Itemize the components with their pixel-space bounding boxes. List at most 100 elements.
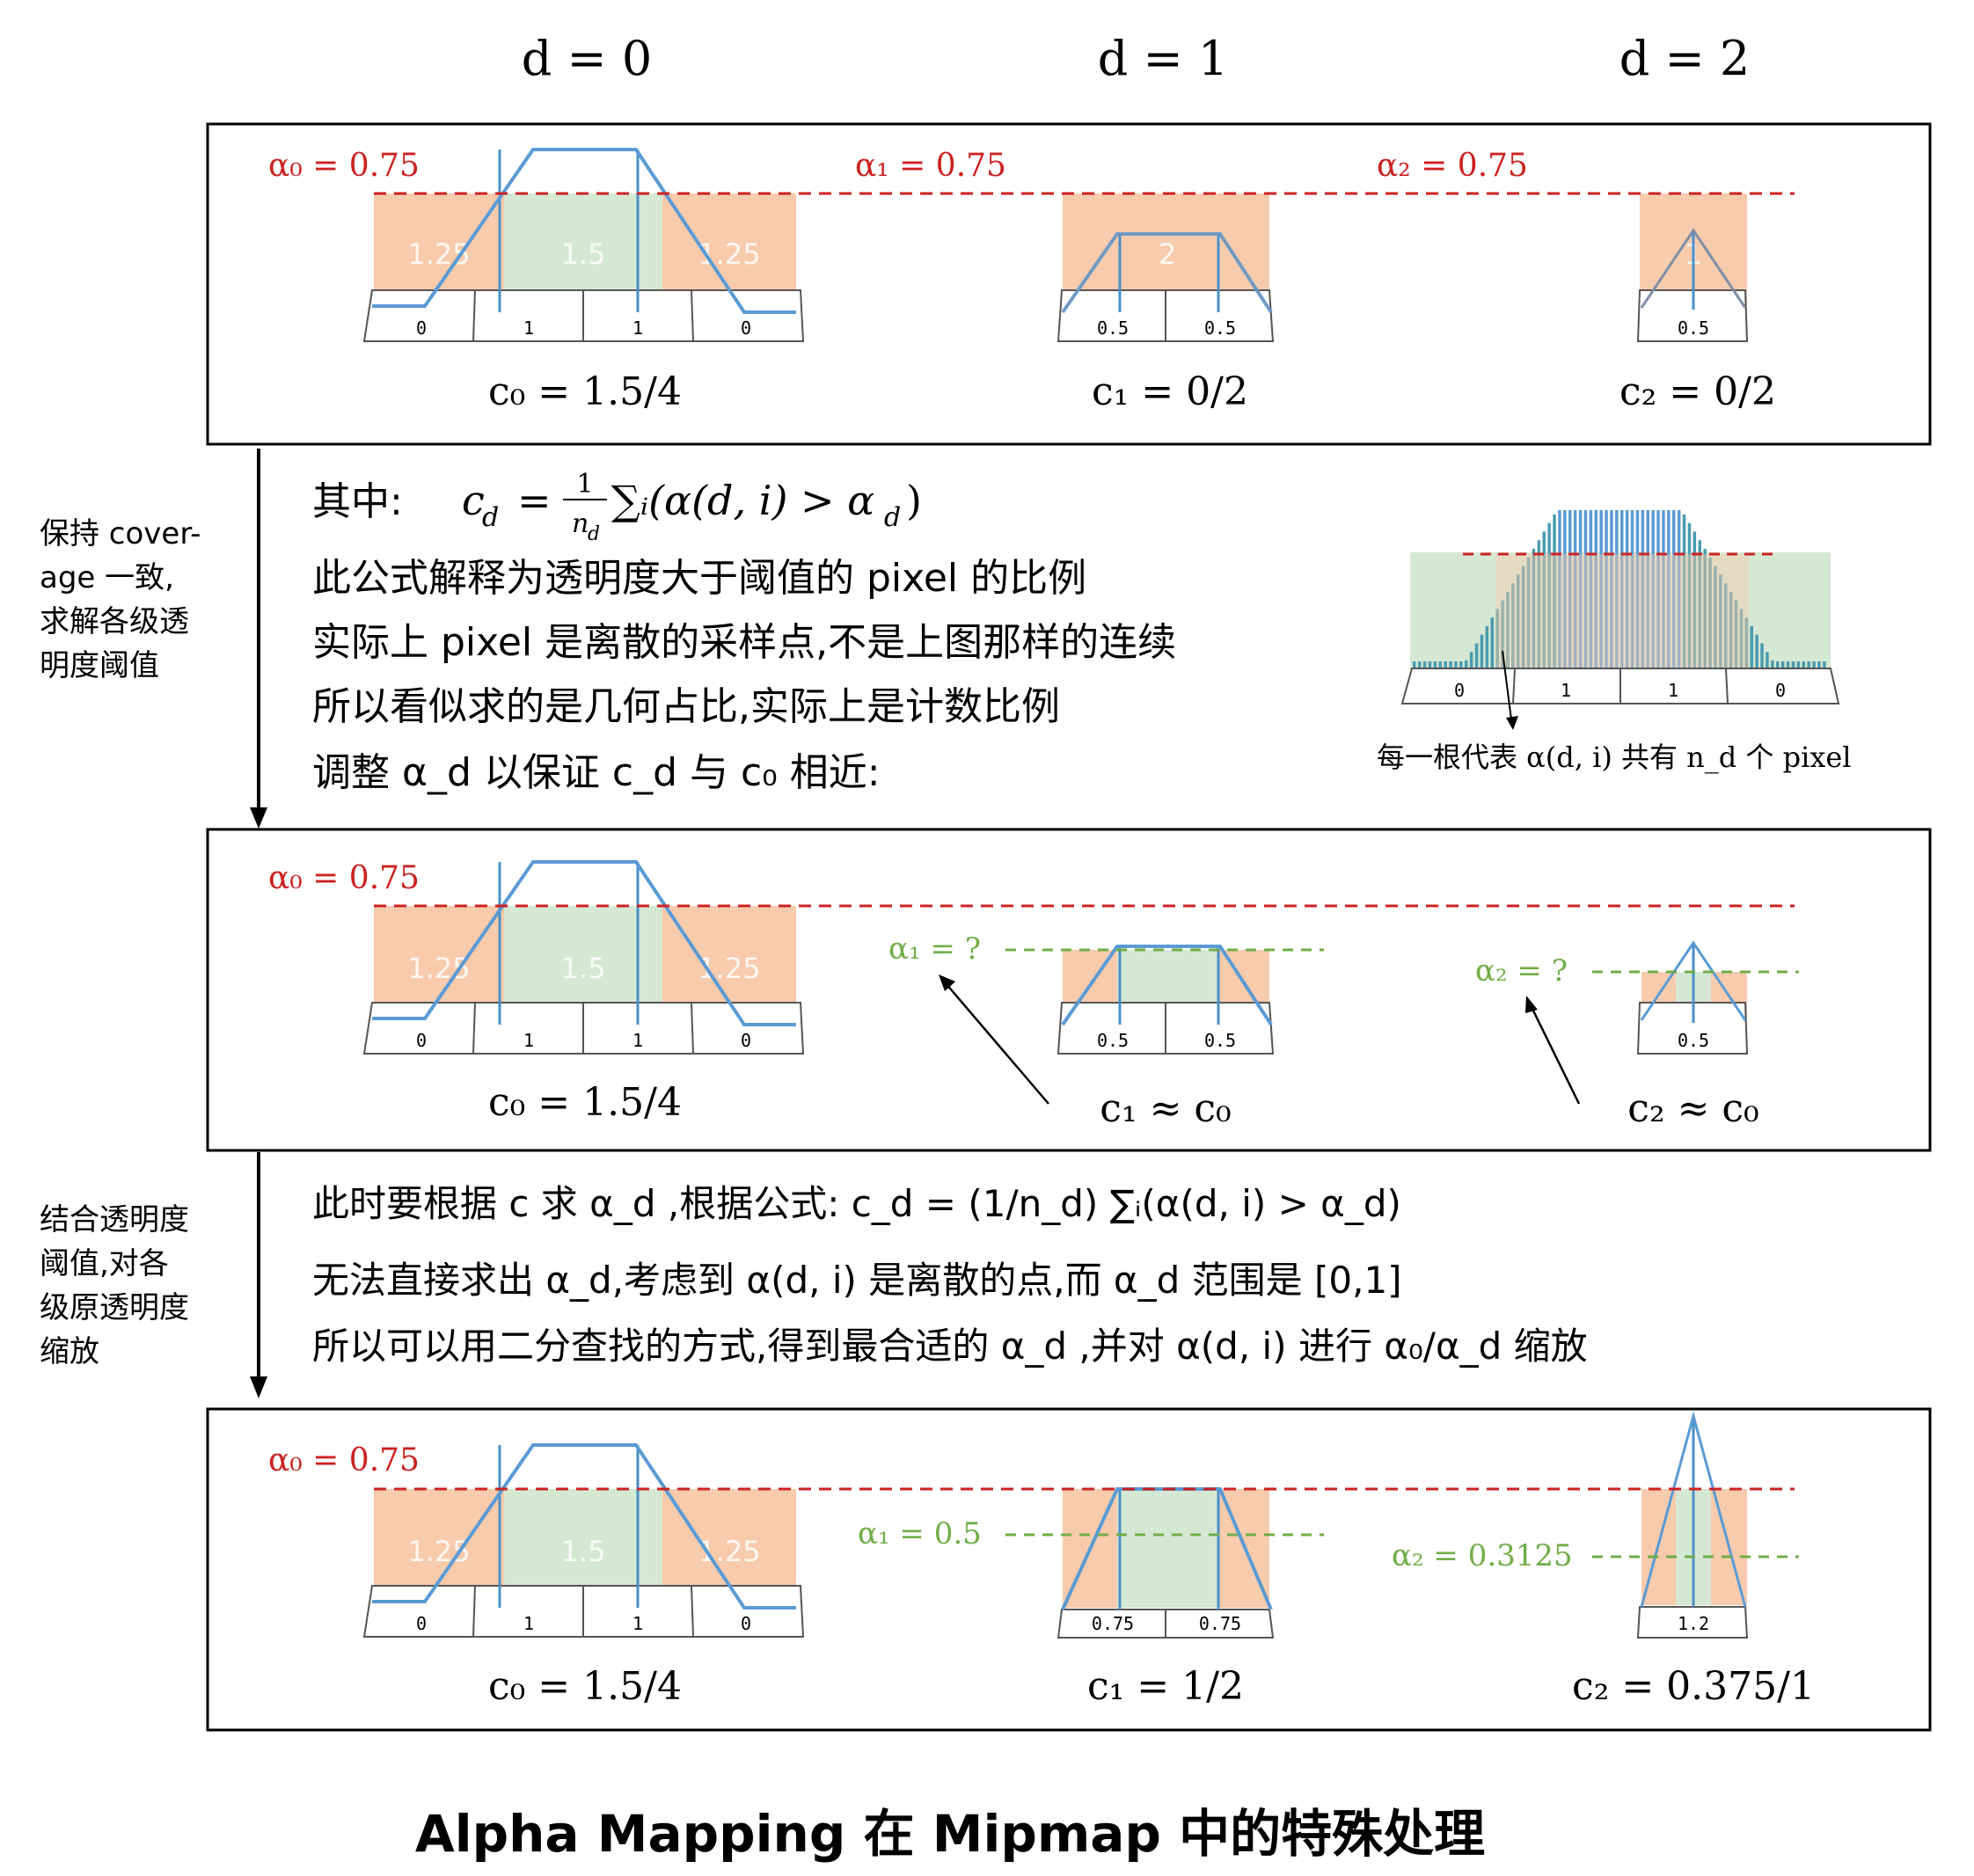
panel-1-d2: 1 0.5 <box>1636 193 1749 342</box>
pixel-bar <box>1413 661 1416 668</box>
pixel-bar <box>1802 661 1805 668</box>
cell-value: 0.5 <box>1204 1030 1236 1051</box>
pixel-bar <box>1558 510 1561 668</box>
pixel-bar <box>1667 510 1671 668</box>
cell-value: 1 <box>523 318 534 339</box>
explain-line: 所以看似求的是几何占比,实际上是计数比例 <box>312 684 1060 729</box>
pointer-arrow-head <box>939 974 955 991</box>
pixel-bar <box>1817 661 1821 668</box>
pixel-bar <box>1615 510 1619 668</box>
explain-line: 实际上 pixel 是离散的采样点,不是上图那样的连续 <box>312 620 1176 665</box>
cell-value: 0.75 <box>1092 1613 1134 1634</box>
cell-divider <box>691 289 694 342</box>
pixel-bar <box>1454 661 1458 668</box>
pixel-bar <box>1786 661 1790 668</box>
cell-value: 0.5 <box>1097 318 1129 339</box>
pixel-bar <box>1417 661 1422 668</box>
area-fill-green <box>1117 1489 1218 1608</box>
bars-caption: 每一根代表 α(d, i) 共有 n_d 个 pixel <box>1377 741 1852 774</box>
area-label: 2 <box>1159 237 1176 271</box>
cell-value: 0 <box>741 318 751 339</box>
cell-value: 0 <box>416 1030 427 1051</box>
side-note-2: 结合透明度 阈值,对各 级原透明度 缩放 <box>40 1202 189 1369</box>
pixel-strip <box>1636 1606 1749 1639</box>
pixel-bar <box>1474 643 1479 668</box>
cell-divider <box>472 1585 476 1638</box>
pixel-strip <box>1636 289 1749 342</box>
frac-den-sub: d <box>588 523 600 545</box>
pixel-bar <box>1693 531 1697 668</box>
pixel-strip <box>1636 1002 1749 1055</box>
cell-value: 1 <box>632 1613 643 1634</box>
cell-divider <box>472 289 476 342</box>
alpha-curve <box>1640 940 1747 1021</box>
pixel-bar <box>1521 566 1525 668</box>
pixel-bar <box>1490 617 1494 668</box>
c1-label: c₁ = 1/2 <box>1087 1664 1244 1709</box>
cell-value: 0.5 <box>1678 1030 1709 1051</box>
side-note-line: 级原透明度 <box>40 1290 189 1325</box>
cell-value: 1 <box>632 1030 643 1051</box>
flow-arrow-2-head <box>250 1376 267 1398</box>
alpha1-label: α₁ = 0.75 <box>855 148 1006 184</box>
explanation-1: 其中: c d = 1 n d ∑ᵢ(α(d, i) > α d ) 此公式解释… <box>312 469 1176 795</box>
alpha1-label: α₁ = 0.5 <box>858 1516 982 1551</box>
pixel-bar <box>1780 661 1785 668</box>
cell-value: 1.2 <box>1678 1613 1709 1634</box>
cell-value: 0 <box>1775 680 1786 701</box>
pixel-bar <box>1485 625 1489 668</box>
pixel-bar <box>1511 583 1515 668</box>
pixel-bar <box>1662 510 1665 668</box>
cell-value: 0.5 <box>1678 318 1709 339</box>
pixel-bar <box>1714 566 1717 668</box>
pixel-bar <box>1646 510 1649 668</box>
formula-rhs: ∑ᵢ(α(d, i) > α <box>611 477 874 524</box>
c1-label: c₁ = 0/2 <box>1092 369 1248 414</box>
cell-value: 0 <box>741 1030 751 1051</box>
pixel-bar <box>1501 600 1504 668</box>
pixel-bar <box>1682 514 1686 668</box>
explain-line: 此时要根据 c 求 α_d ,根据公式: c_d = (1/n_d) ∑ᵢ(α(… <box>312 1182 1401 1225</box>
pixel-bar <box>1635 510 1640 668</box>
pixel-bar <box>1563 510 1567 668</box>
pixel-bar <box>1459 661 1463 668</box>
c1-label: c₁ ≈ c₀ <box>1100 1086 1231 1131</box>
panel-2-d0: 1.25 1.5 1.25 0 1 1 0 <box>362 860 805 1055</box>
formula-eq: = <box>517 477 552 524</box>
area-label-right: 1.25 <box>698 237 760 271</box>
pixel-bar <box>1724 583 1728 668</box>
alpha0-label: α₀ = 0.75 <box>268 1442 420 1478</box>
pixel-bar <box>1708 557 1712 669</box>
pixel-bar <box>1672 510 1676 668</box>
pixel-bar <box>1812 661 1816 668</box>
alpha-curve <box>372 860 796 1026</box>
pixel-bar <box>1422 661 1427 668</box>
side-note-line: 求解各级透 <box>40 604 189 639</box>
alpha-curve-shadow <box>1062 233 1272 313</box>
pixel-bar <box>1594 510 1597 668</box>
formula-rhs-sub: d <box>884 502 901 533</box>
alpha0-label: α₀ = 0.75 <box>268 148 420 184</box>
cell-value: 0.5 <box>1204 318 1236 339</box>
pixel-bar <box>1449 661 1452 668</box>
pixel-bar <box>1698 540 1701 668</box>
c2-label: c₂ = 0.375/1 <box>1572 1664 1815 1709</box>
pixel-bars <box>1413 510 1826 669</box>
cell-divider <box>472 1002 476 1055</box>
pixel-bar <box>1796 661 1801 668</box>
panel-1-d0: 1.25 1.5 1.25 0 1 1 0 <box>362 148 805 342</box>
pixel-bar <box>1656 510 1660 668</box>
formula-close: ) <box>906 477 922 524</box>
cell-divider <box>1512 668 1516 704</box>
pixel-bar <box>1480 634 1484 668</box>
pixel-bar <box>1438 661 1442 668</box>
pixel-bar <box>1776 661 1780 668</box>
c0-label: c₀ = 1.5/4 <box>488 1080 682 1125</box>
pixel-bar <box>1428 661 1432 668</box>
side-note-line: age 一致, <box>40 560 174 595</box>
c0-label: c₀ = 1.5/4 <box>488 1664 682 1709</box>
caption-pointer-head <box>1506 716 1518 730</box>
alpha-curve <box>372 1443 796 1610</box>
side-note-line: 保持 cover- <box>40 516 201 551</box>
pixel-bar <box>1526 557 1531 669</box>
